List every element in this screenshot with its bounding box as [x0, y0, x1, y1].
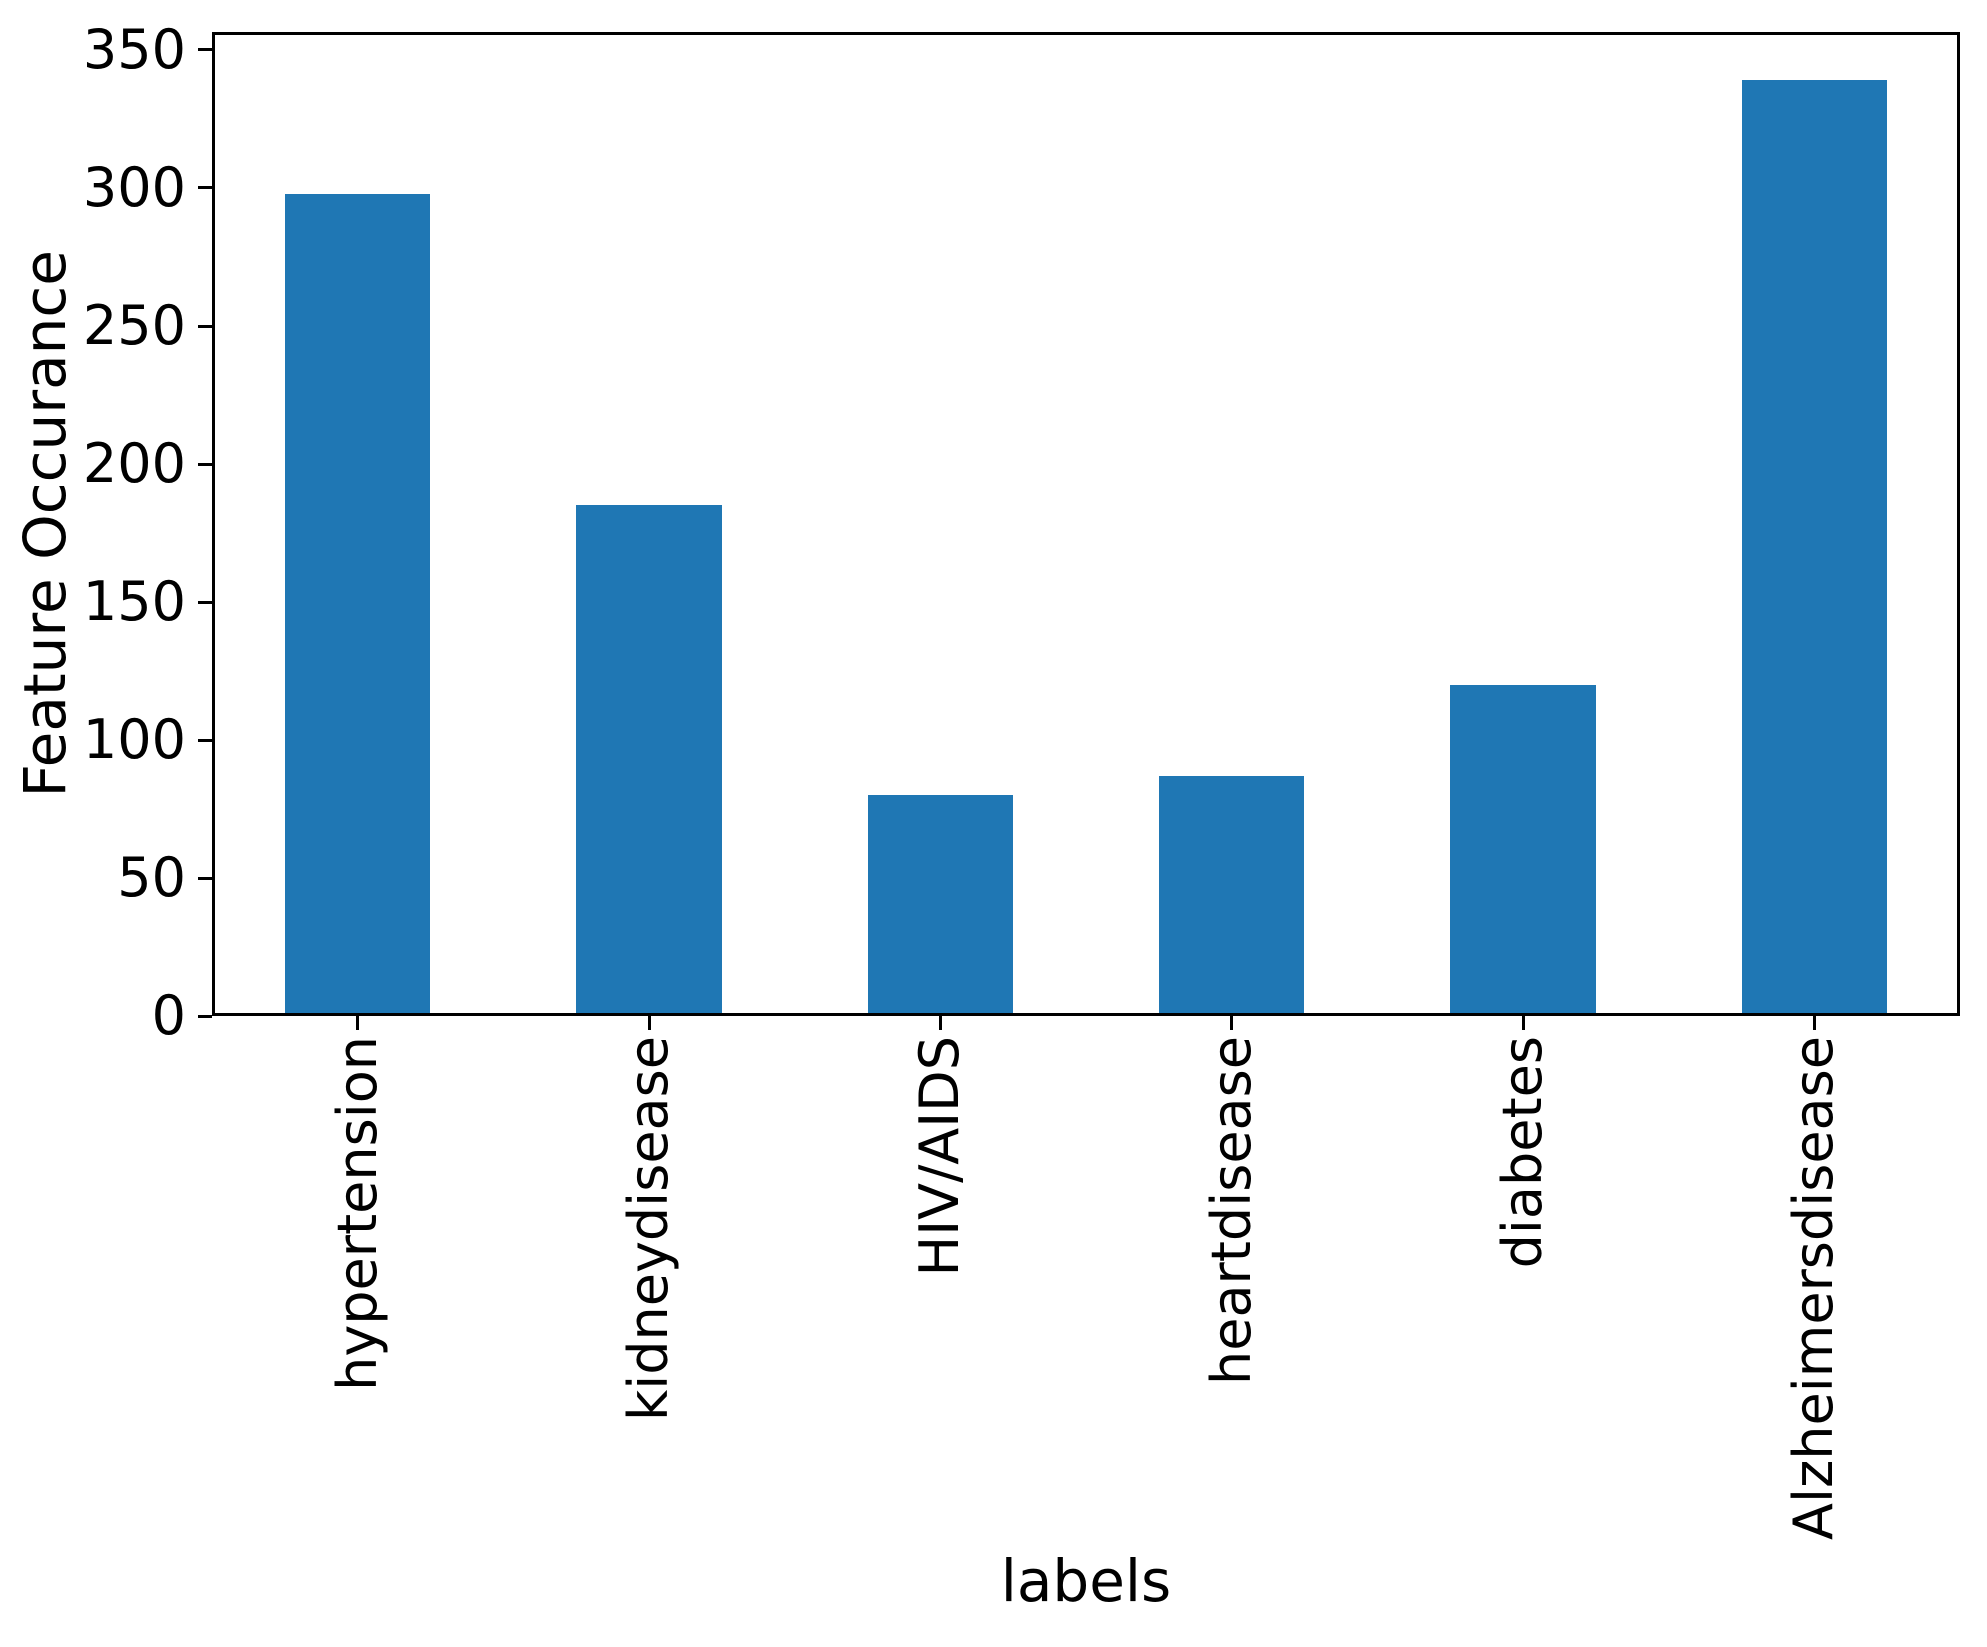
- y-tick-label: 150: [82, 570, 186, 633]
- y-tick-mark: [198, 1014, 212, 1018]
- y-tick-mark: [198, 186, 212, 190]
- x-tick-label: HIV/AIDS: [908, 1036, 972, 1277]
- y-tick-mark: [198, 462, 212, 466]
- y-tick-mark: [198, 738, 212, 742]
- x-tick-label-wrap: heartdisease: [1086, 1036, 1377, 1385]
- bar: [576, 505, 722, 1016]
- bar: [867, 795, 1014, 1016]
- x-tick-mark: [1812, 1016, 1816, 1030]
- y-tick-label: 200: [82, 432, 186, 495]
- x-tick-label: Alzheimersdisease: [1782, 1036, 1846, 1540]
- bar: [1450, 684, 1596, 1016]
- x-tick-mark: [1230, 1016, 1234, 1030]
- x-tick-mark: [1521, 1016, 1525, 1030]
- x-tick-label-wrap: hypertension: [212, 1036, 503, 1391]
- y-tick-mark: [198, 876, 212, 880]
- x-tick-mark: [647, 1016, 651, 1030]
- x-tick-label: diabetes: [1490, 1036, 1554, 1269]
- bar: [284, 193, 431, 1016]
- y-tick-label: 0: [151, 984, 186, 1047]
- y-tick-label: 50: [117, 846, 186, 909]
- y-tick-label: 300: [82, 155, 186, 219]
- x-tick-label-wrap: diabetes: [1377, 1036, 1668, 1268]
- bar: [1741, 80, 1888, 1016]
- y-tick-mark: [198, 600, 212, 604]
- x-tick-label: kidneydisease: [616, 1036, 680, 1422]
- y-tick-mark: [198, 48, 212, 52]
- x-tick-mark: [938, 1016, 942, 1030]
- x-tick-label-wrap: kidneydisease: [503, 1036, 794, 1421]
- y-tick-label: 250: [82, 294, 186, 357]
- plot-area: [198, 32, 1960, 1030]
- bar: [1158, 775, 1305, 1016]
- x-axis-label: labels: [1000, 1547, 1172, 1615]
- x-tick-label-wrap: Alzheimersdisease: [1669, 1036, 1960, 1540]
- x-tick-label-wrap: HIV/AIDS: [795, 1036, 1086, 1276]
- y-tick-mark: [198, 324, 212, 328]
- x-tick-label: heartdisease: [1199, 1036, 1263, 1385]
- x-tick-mark: [356, 1016, 360, 1030]
- x-axis-label-wrap: labels: [212, 1548, 1960, 1614]
- y-tick-label: 100: [82, 708, 186, 771]
- y-tick-label: 350: [82, 17, 186, 81]
- x-tick-label: hypertension: [325, 1036, 389, 1391]
